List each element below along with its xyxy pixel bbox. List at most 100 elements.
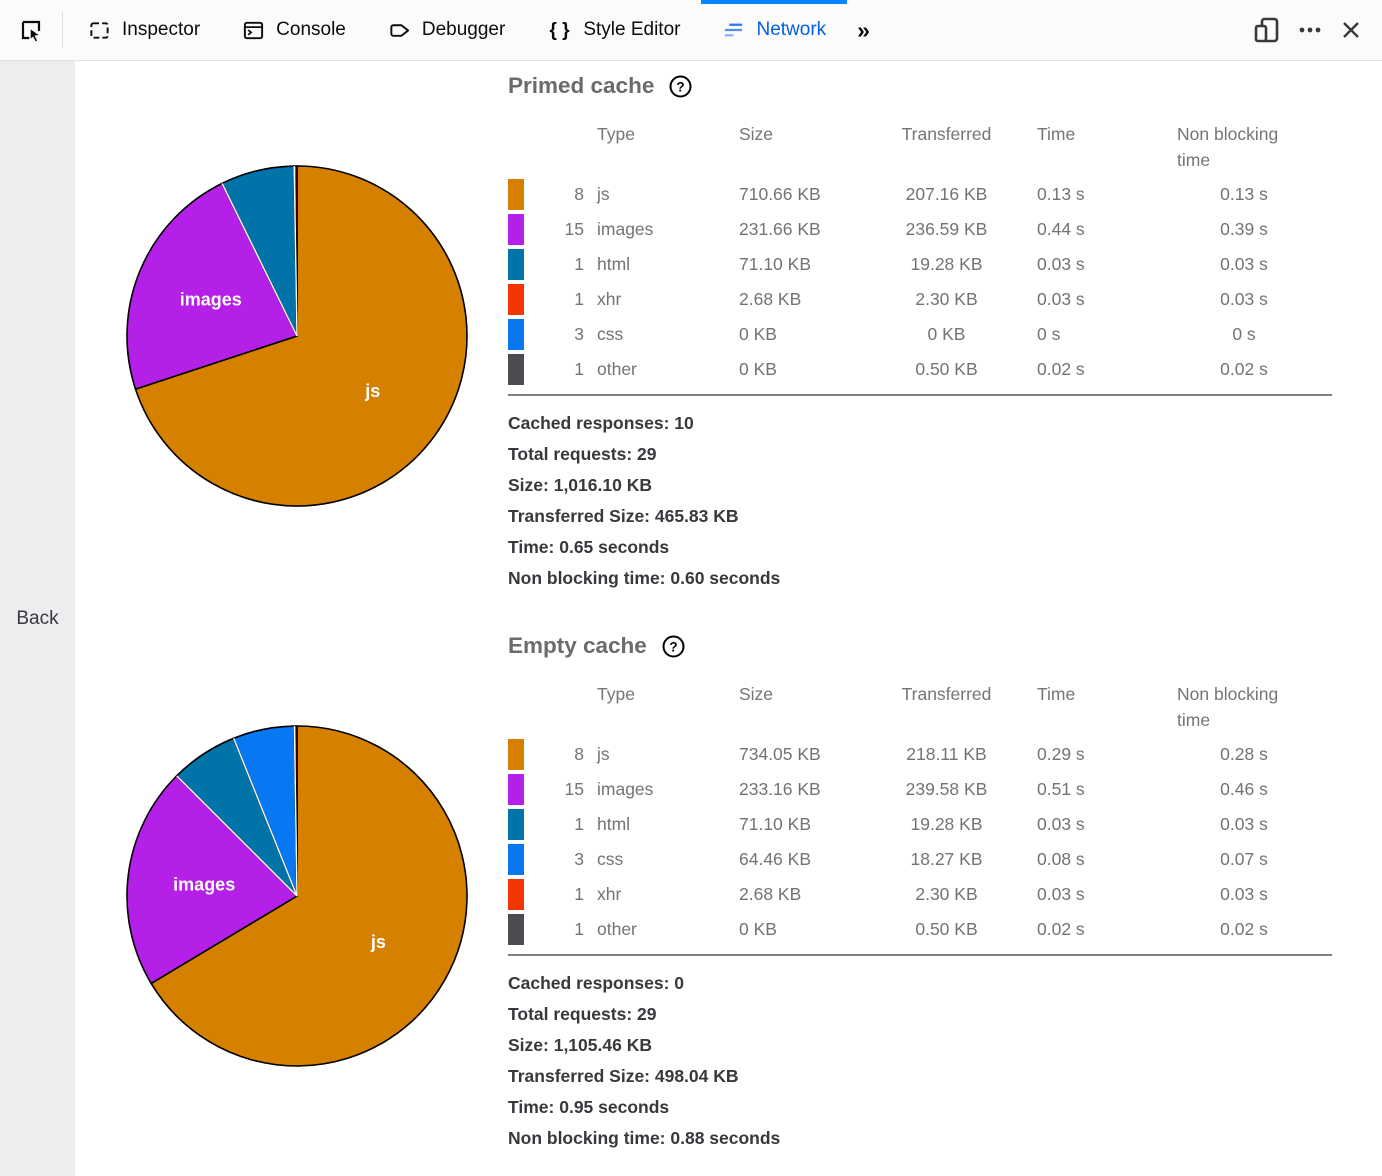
pie-slice-images[interactable] — [126, 182, 299, 391]
summary-line: Size: 1,016.10 KB — [508, 475, 652, 495]
type-color-swatch — [508, 249, 524, 280]
tab-style-editor[interactable]: { } Style Editor — [526, 0, 701, 60]
cell-nonblocking: 0.46 s — [1220, 779, 1268, 799]
type-color-swatch — [508, 914, 524, 945]
back-button[interactable]: Back — [16, 607, 59, 629]
summary-line: Cached responses: 10 — [508, 413, 694, 433]
cell-transferred: 0 KB — [927, 324, 966, 344]
more-options-button[interactable] — [1296, 16, 1324, 44]
cell-nonblocking: 0.03 s — [1220, 289, 1268, 309]
pie-slice-label: js — [364, 381, 380, 401]
cell-nonblocking: 0.03 s — [1220, 884, 1268, 904]
cell-type: xhr — [597, 289, 622, 309]
column-header: Time — [1037, 124, 1076, 144]
primed-cache-section: js images Primed cache ? Type Size Transfer… — [75, 61, 1382, 621]
cell-nonblocking: 0.03 s — [1220, 254, 1268, 274]
table-row[interactable]: 1 other 0 KB 0.50 KB 0.02 s 0.02 s — [508, 912, 1338, 947]
cell-nonblocking: 0.02 s — [1220, 919, 1268, 939]
table-row[interactable]: 1 html 71.10 KB 19.28 KB 0.03 s 0.03 s — [508, 247, 1338, 282]
svg-text:{ }: { } — [550, 20, 571, 41]
statistics-sidebar: Back — [0, 61, 75, 1176]
table-row[interactable]: 1 other 0 KB 0.50 KB 0.02 s 0.02 s — [508, 352, 1338, 387]
style-editor-icon: { } — [550, 20, 571, 41]
pie-slice-js[interactable] — [150, 725, 468, 1067]
cell-type: js — [597, 744, 610, 764]
cell-nonblocking: 0.28 s — [1220, 744, 1268, 764]
cell-transferred: 2.30 KB — [915, 289, 978, 309]
pie-slice-separator — [293, 166, 298, 337]
table-header: Type Size Transferred Time Non blocking time — [508, 681, 1338, 737]
inspector-icon — [90, 21, 109, 39]
cell-size: 0 KB — [739, 324, 777, 344]
tab-inspector[interactable]: Inspector — [67, 0, 221, 60]
table-row[interactable]: 1 html 71.10 KB 19.28 KB 0.03 s 0.03 s — [508, 807, 1338, 842]
cell-type: other — [597, 919, 637, 939]
cell-nonblocking: 0.02 s — [1220, 359, 1268, 379]
cell-time: 0.03 s — [1037, 254, 1085, 274]
cell-transferred: 239.58 KB — [905, 779, 988, 799]
summary-line: Size: 1,105.46 KB — [508, 1035, 652, 1055]
type-color-swatch — [508, 809, 524, 840]
cell-time: 0 s — [1037, 324, 1061, 344]
section-title: Empty cache — [508, 633, 647, 658]
responsive-design-mode-button[interactable] — [1252, 15, 1282, 45]
cell-nonblocking: 0 s — [1232, 324, 1256, 344]
summary-line: Time: 0.95 seconds — [508, 1097, 670, 1117]
table-row[interactable]: 3 css 0 KB 0 KB 0 s 0 s — [508, 317, 1338, 352]
table-row[interactable]: 3 css 64.46 KB 18.27 KB 0.08 s 0.07 s — [508, 842, 1338, 877]
cell-type: css — [597, 849, 624, 869]
pie-slice-label: images — [180, 290, 242, 310]
table-row[interactable]: 1 xhr 2.68 KB 2.30 KB 0.03 s 0.03 s — [508, 877, 1338, 912]
table-row[interactable]: 15 images 231.66 KB 236.59 KB 0.44 s 0.39 s — [508, 212, 1338, 247]
cell-transferred: 207.16 KB — [905, 184, 988, 204]
table-row[interactable]: 1 xhr 2.68 KB 2.30 KB 0.03 s 0.03 s — [508, 282, 1338, 317]
svg-text:?: ? — [669, 639, 677, 654]
tab-network[interactable]: Network — [701, 0, 847, 60]
column-header: Transferred — [901, 684, 992, 704]
cell-time: 0.44 s — [1037, 219, 1085, 239]
pie-slice-js[interactable] — [134, 165, 468, 507]
primed-cache-stats: Primed cache ? Type Size Transferred Time No… — [508, 61, 1338, 594]
type-color-swatch — [508, 319, 524, 350]
help-button[interactable]: ? — [661, 634, 686, 659]
tab-label: Style Editor — [583, 19, 681, 40]
pie-chart-svg: js images — [126, 165, 468, 507]
cell-transferred: 19.28 KB — [910, 254, 983, 274]
tab-console[interactable]: Console — [221, 0, 367, 60]
cell-time: 0.29 s — [1037, 744, 1085, 764]
tab-debugger[interactable]: Debugger — [367, 0, 526, 60]
cell-count: 15 — [564, 779, 584, 799]
cell-type: images — [597, 219, 654, 239]
meatball-menu-icon — [1299, 27, 1321, 33]
pie-slice-images[interactable] — [126, 774, 299, 985]
table-row[interactable]: 8 js 734.05 KB 218.11 KB 0.29 s 0.28 s — [508, 737, 1338, 772]
table-row[interactable]: 15 images 233.16 KB 239.58 KB 0.51 s 0.46 s — [508, 772, 1338, 807]
pie-slice-label: js — [370, 932, 386, 952]
column-header: Transferred — [901, 124, 992, 144]
node-picker-button[interactable] — [0, 0, 62, 60]
table-row[interactable]: 8 js 710.66 KB 207.16 KB 0.13 s 0.13 s — [508, 177, 1338, 212]
close-devtools-button[interactable] — [1338, 17, 1364, 43]
summary-line: Cached responses: 0 — [508, 973, 685, 993]
summary-line: Transferred Size: 465.83 KB — [508, 506, 739, 526]
type-color-swatch — [508, 879, 524, 910]
cell-size: 71.10 KB — [739, 814, 811, 834]
cell-transferred: 236.59 KB — [905, 219, 988, 239]
type-color-swatch — [508, 844, 524, 875]
summary-line: Non blocking time: 0.88 seconds — [508, 1128, 781, 1148]
tabs-overflow-button[interactable]: » — [857, 16, 870, 43]
responsive-design-mode-icon — [1254, 17, 1279, 43]
cell-time: 0.08 s — [1037, 849, 1085, 869]
close-icon — [1343, 22, 1359, 38]
cache-summary: Cached responses: 10 Total requests: 29 Si… — [508, 408, 1338, 594]
cell-size: 710.66 KB — [739, 184, 821, 204]
network-icon — [725, 23, 743, 36]
pie-slice-separator — [221, 183, 298, 337]
node-picker-icon — [21, 20, 43, 44]
debugger-icon — [390, 23, 409, 37]
help-button[interactable]: ? — [668, 74, 693, 99]
tab-label: Network — [756, 19, 827, 40]
empty-cache-section: js images Empty cache ? Type Size Transferr… — [75, 621, 1382, 1175]
cell-nonblocking: 0.39 s — [1220, 219, 1268, 239]
cell-count: 3 — [574, 324, 584, 344]
